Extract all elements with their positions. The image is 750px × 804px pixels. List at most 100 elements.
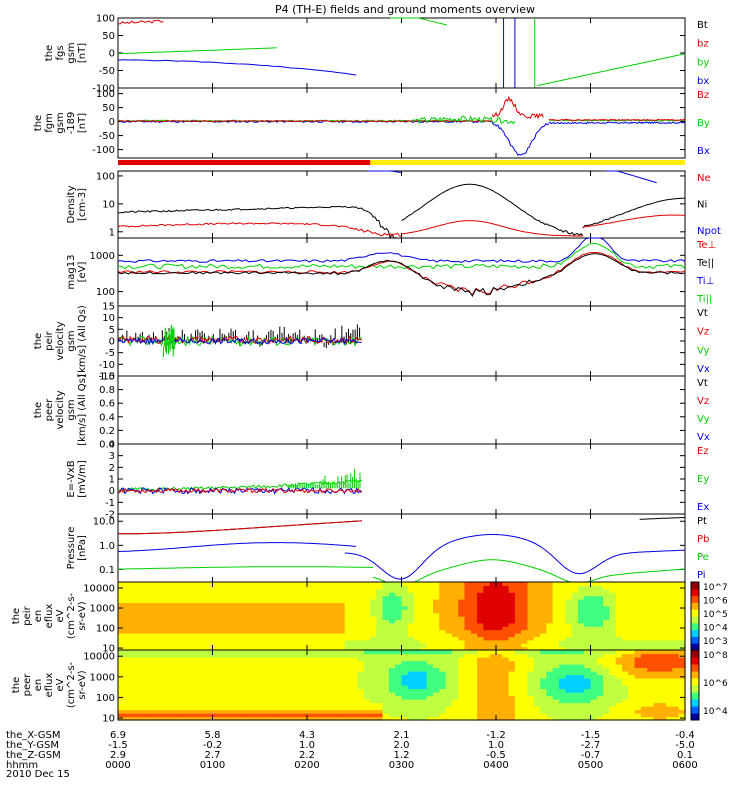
spectrogram-cell [445, 674, 453, 679]
spectrogram-cell [338, 674, 346, 679]
spectrogram-cell [231, 633, 239, 637]
spectrogram-cell [206, 629, 214, 634]
spectrogram-cell [546, 622, 554, 627]
spectrogram-cell [218, 592, 226, 597]
y-tick-label: 10 [102, 644, 115, 655]
spectrogram-cell [218, 695, 226, 700]
spectrogram-cell [256, 639, 264, 644]
spectrogram-cell [464, 667, 472, 672]
spectrogram-cell [351, 646, 358, 651]
spectrogram-cell [212, 664, 220, 669]
spectrogram-cell [212, 619, 220, 624]
spectrogram-cell [565, 588, 573, 593]
spectrogram-cell [307, 660, 314, 665]
spectrogram-cell [250, 636, 258, 641]
spectrogram-cell [357, 699, 365, 704]
spectrogram-cell [414, 595, 421, 600]
spectrogram-cell [603, 667, 610, 672]
spectrogram-cell [634, 699, 642, 704]
spectrogram-cell [445, 605, 453, 610]
spectrogram-cell [577, 671, 585, 676]
spectrogram-cell [124, 716, 132, 721]
spectrogram-cell [420, 674, 428, 679]
spectrogram-cell [628, 681, 636, 686]
spectrogram-cell [470, 616, 478, 620]
spectrogram-cell [609, 592, 617, 597]
spectrogram-cell [388, 685, 396, 690]
spectrogram-cell [426, 713, 434, 718]
spectrogram-cell [489, 582, 497, 586]
spectrogram-cell [275, 685, 283, 690]
spectrogram-cell [666, 664, 673, 669]
spectrogram-cell [489, 709, 497, 714]
spectrogram-cell [262, 639, 270, 644]
spectrogram-cell [319, 657, 327, 662]
spectrogram-cell [231, 626, 239, 631]
spectrogram-cell [313, 674, 321, 679]
spectrogram-cell [647, 706, 655, 711]
spectrogram-cell [628, 605, 636, 610]
spectrogram-cell [262, 657, 270, 662]
spectrogram-cell [477, 688, 484, 693]
spectrogram-cell [357, 650, 365, 655]
spectrogram-cell [502, 688, 510, 693]
spectrogram-cell [395, 709, 403, 714]
spectrogram-cell [244, 681, 251, 686]
spectrogram-cell [376, 706, 384, 711]
spectrogram-cell [162, 629, 169, 634]
spectrogram-cell [136, 650, 144, 655]
spectrogram-cell [319, 622, 327, 627]
spectrogram-cell [565, 643, 573, 648]
spectrogram-cell [313, 639, 321, 644]
spectrogram-cell [143, 650, 151, 655]
spectrogram-cell [351, 716, 358, 721]
spectrogram-cell [439, 639, 447, 644]
spectrogram-cell [659, 678, 667, 683]
spectrogram-cell [659, 671, 667, 676]
spectrogram-cell [344, 706, 352, 711]
spectrogram-cell [130, 699, 138, 704]
spectrogram-cell [678, 657, 686, 662]
y-axis-label-line: en [33, 610, 44, 623]
spectrogram-cell [401, 660, 409, 665]
spectrogram-cell [445, 716, 453, 721]
spectrogram-cell [458, 616, 466, 620]
spectrogram-cell [313, 650, 321, 655]
spectrogram-cell [634, 646, 642, 651]
spectrogram-cell [666, 622, 673, 627]
spectrogram-cell [407, 592, 415, 597]
spectrogram-cell [596, 660, 604, 665]
spectrogram-cell [445, 685, 453, 690]
y-axis-label: thepeirvelocitygsm[km/s] (All Qs) [33, 305, 88, 377]
spectrogram-cell [262, 716, 270, 721]
spectrogram-cell [357, 619, 365, 624]
spectrogram-cell [376, 616, 384, 620]
series-bz [117, 19, 164, 25]
spectrogram-cell [300, 585, 308, 590]
spectrogram-cell [388, 671, 396, 676]
spectrogram-cell [395, 650, 403, 655]
spectrogram-cell [225, 671, 232, 676]
spectrogram-cell [609, 692, 617, 697]
spectrogram-cell [382, 619, 390, 624]
spectrogram-cell [199, 709, 207, 714]
spectrogram-cell [540, 622, 547, 627]
spectrogram-cell [640, 622, 648, 627]
spectrogram-cell [514, 643, 522, 648]
spectrogram-cell [288, 706, 295, 711]
spectrogram-cell [678, 702, 686, 707]
spectrogram-cell [533, 685, 541, 690]
spectrogram-cell [540, 636, 547, 641]
spectrogram-cell [344, 595, 352, 600]
spectrogram-cell [181, 643, 188, 648]
spectrogram-cell [300, 592, 308, 597]
y-axis-label-line: -189 [66, 112, 77, 135]
spectrogram-cell [407, 713, 415, 718]
spectrogram-cell [628, 622, 636, 627]
spectrogram-cell [256, 664, 264, 669]
spectrogram-cell [552, 646, 560, 651]
spectrogram-cell [622, 592, 629, 597]
spectrogram-cell [262, 664, 270, 669]
spectrogram-cell [514, 653, 522, 658]
spectrogram-cell [319, 626, 327, 631]
